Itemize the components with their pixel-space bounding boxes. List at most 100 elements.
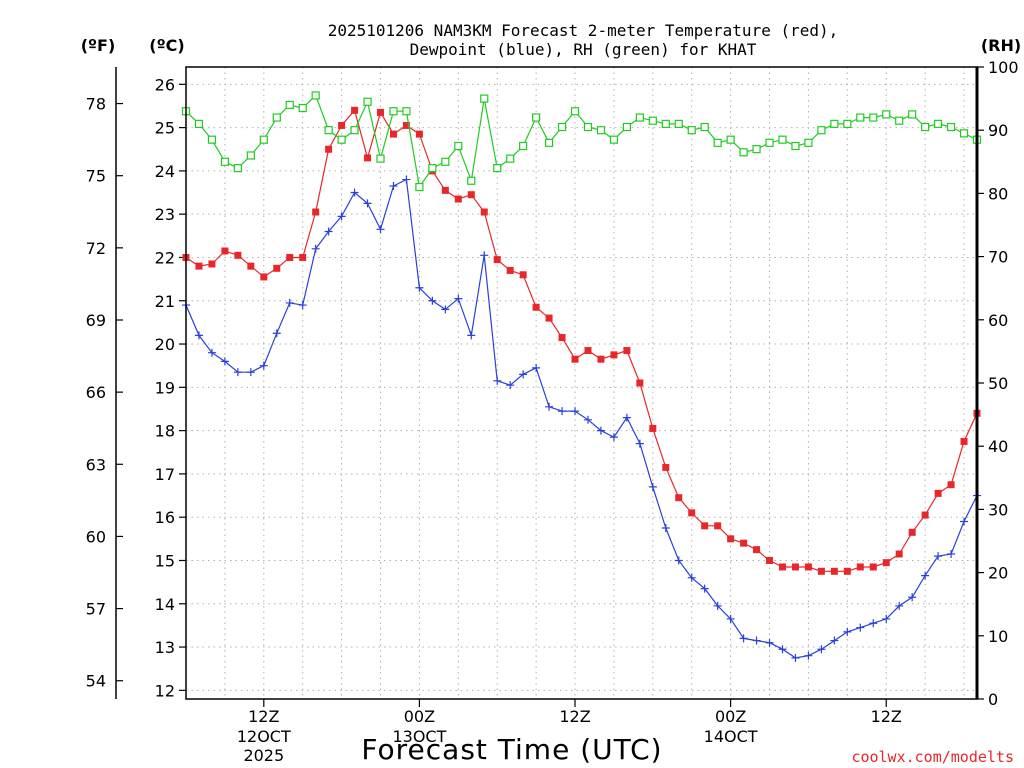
temperature-point (869, 563, 877, 571)
temperature-point (947, 481, 955, 489)
dewpoint-point (363, 199, 372, 208)
rh-point (908, 110, 917, 119)
grid-lines (186, 67, 977, 699)
dewpoint-point (700, 584, 709, 593)
celsius-axis: 12 13 14 15 16 17 18 19 20 21 22 23 24 25 26 (155, 75, 186, 700)
rh-point (635, 113, 644, 122)
rh-point (856, 113, 865, 122)
dewpoint-point (454, 294, 463, 303)
dewpoint-point (895, 601, 904, 610)
rh-axis: 0 10 20 30 40 50 60 70 80 90 100 (977, 58, 1019, 709)
temperature-point (675, 494, 683, 502)
dewpoint-point (402, 175, 411, 184)
celsius-tick-label: 26 (155, 75, 175, 94)
temperature-point (830, 567, 838, 575)
temperature-point (597, 355, 605, 363)
rh-tick-label: 90 (988, 121, 1008, 140)
rh-point (765, 138, 774, 147)
rh-point (726, 135, 735, 144)
dewpoint-point (596, 426, 605, 435)
x-tick-year: 2025 (243, 746, 284, 765)
temperature-point (895, 550, 903, 558)
rh-point (700, 122, 709, 132)
rh-tick-label: 40 (988, 437, 1008, 456)
rh-point (532, 113, 541, 122)
dewpoint-point (376, 225, 385, 234)
celsius-tick-label: 14 (155, 595, 175, 614)
fahrenheit-unit-label: (ºF) (81, 36, 116, 55)
x-tick-label: 12Z (559, 707, 590, 726)
dewpoint-point (804, 651, 813, 660)
rh-point (467, 176, 476, 185)
dewpoint-point (285, 298, 294, 307)
temperature-point (247, 262, 255, 270)
celsius-tick-label: 21 (155, 292, 175, 311)
fahrenheit-tick-label: 54 (86, 672, 106, 691)
rh-point (661, 119, 670, 128)
fahrenheit-tick-label: 63 (86, 455, 106, 474)
dewpoint-point (648, 482, 657, 491)
dewpoint-point (194, 331, 203, 340)
temperature-point (364, 154, 372, 162)
rh-point (843, 119, 852, 128)
temperature-point (299, 253, 307, 261)
rh-point (739, 148, 748, 157)
temperature-point (415, 130, 423, 138)
temperature-point (740, 539, 748, 547)
celsius-tick-label: 16 (155, 508, 175, 527)
temperature-point (402, 121, 410, 129)
celsius-unit-label: (ºC) (149, 36, 184, 55)
fahrenheit-tick-label: 75 (86, 167, 106, 186)
celsius-tick-label: 18 (155, 422, 175, 441)
rh-point (622, 122, 631, 132)
dewpoint-point (934, 552, 943, 561)
celsius-tick-label: 24 (155, 162, 175, 181)
temperature-point (351, 106, 359, 114)
dewpoint-point (869, 619, 878, 628)
rh-tick-label: 20 (988, 564, 1008, 583)
rh-point (583, 122, 593, 132)
rh-tick-label: 0 (988, 690, 998, 709)
temperature-point (791, 563, 799, 571)
dewpoint-point (259, 361, 268, 370)
rh-tick-label: 30 (988, 500, 1008, 519)
temperature-point (701, 522, 709, 530)
temperature-line (185, 109, 978, 572)
temperature-point (532, 303, 540, 311)
dewpoint-point (324, 227, 333, 236)
temperature-point (260, 273, 268, 281)
temperature-point (688, 509, 696, 517)
rh-point (959, 129, 969, 138)
series-layer (181, 91, 982, 662)
dewpoint-point (908, 593, 917, 602)
rh-point (207, 135, 217, 144)
rh-tick-label: 80 (988, 184, 1008, 203)
rh-point (233, 164, 242, 173)
celsius-tick-label: 23 (155, 205, 175, 224)
temperature-point (934, 489, 942, 497)
celsius-tick-label: 15 (155, 551, 175, 570)
dewpoint-point (519, 370, 528, 379)
x-tick-date: 13OCT (392, 727, 446, 746)
dewpoint-point (350, 188, 359, 197)
dewpoint-point (791, 653, 800, 662)
rh-point (493, 164, 502, 173)
rh-point (804, 138, 813, 147)
dewpoint-point (246, 368, 255, 377)
temperature-point (921, 511, 929, 519)
temperature-point (338, 121, 346, 129)
dewpoint-point (480, 251, 489, 260)
rh-point (609, 135, 619, 144)
dewpoint-point (272, 329, 281, 338)
dewpoint-point (532, 363, 541, 372)
dewpoint-point (609, 433, 618, 442)
rh-point (415, 182, 424, 192)
temperature-point (273, 264, 281, 272)
rh-point (778, 135, 787, 144)
celsius-tick-label: 17 (155, 465, 175, 484)
rh-tick-label: 70 (988, 248, 1008, 267)
temperature-point (623, 347, 631, 355)
temperature-point (325, 145, 333, 153)
dewpoint-point (441, 305, 450, 314)
celsius-tick-label: 13 (155, 638, 175, 657)
